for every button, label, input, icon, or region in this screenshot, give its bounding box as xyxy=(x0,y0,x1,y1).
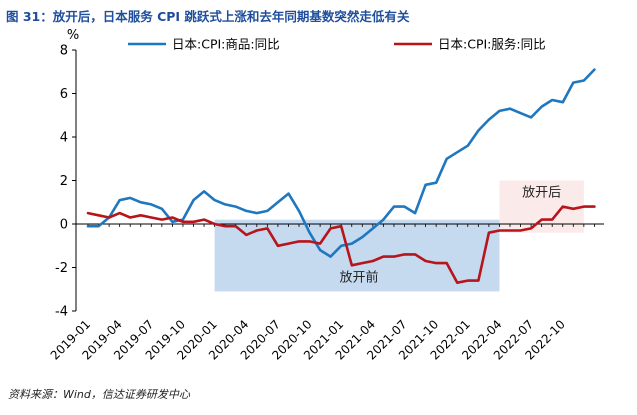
y-tick-label: -2 xyxy=(55,261,68,276)
series-line-1 xyxy=(86,68,596,258)
annotation-band-1 xyxy=(214,219,500,292)
annotation-label-2: 放开后 xyxy=(522,186,561,201)
chart-series xyxy=(86,68,596,285)
y-tick-label: 8 xyxy=(60,44,68,59)
legend-label-1: 日本:CPI:商品:同比 xyxy=(172,37,280,52)
y-tick-label: 6 xyxy=(60,87,68,102)
y-tick-label: 0 xyxy=(60,218,68,233)
y-tick-label: -4 xyxy=(55,305,68,320)
figure-source: 资料来源：Wind，信达证券研发中心 xyxy=(8,388,190,401)
legend-label-2: 日本:CPI:服务:同比 xyxy=(438,37,546,52)
figure-title: 图 31：放开后，日本服务 CPI 跳跃式上涨和去年同期基数突然走低有关 xyxy=(6,9,410,24)
chart-legend: 日本:CPI:商品:同比 日本:CPI:服务:同比 xyxy=(128,37,546,52)
annotation-bands: 放开前 放开后 xyxy=(214,180,584,292)
y-tick-label: 2 xyxy=(60,174,68,189)
y-axis-unit: % xyxy=(67,28,79,43)
series-line-2 xyxy=(86,205,596,285)
y-tick-label: 4 xyxy=(60,131,68,146)
annotation-label-1: 放开前 xyxy=(340,269,379,285)
